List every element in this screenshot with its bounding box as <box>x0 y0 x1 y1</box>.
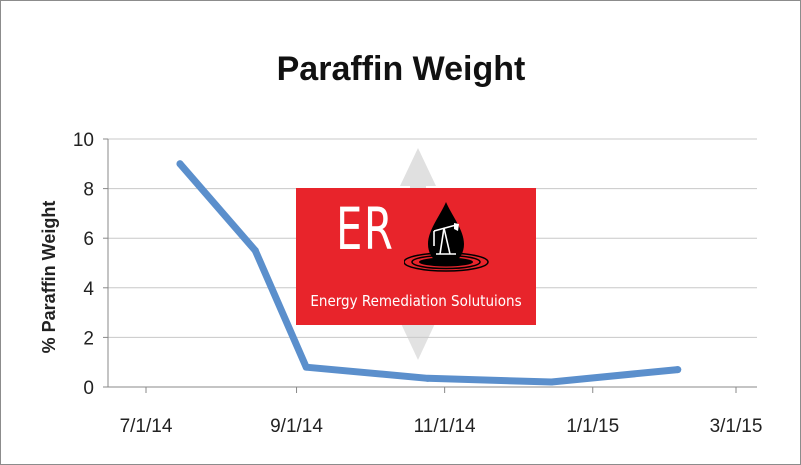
y-axis-label: % Paraffin Weight <box>39 201 59 354</box>
tick-labels: 0 2 4 6 8 10 7/1/14 9/1/14 11/1/14 1/1/15 3/1/15 <box>73 130 763 437</box>
y-tick-label: 10 <box>73 130 94 151</box>
data-point <box>302 363 310 371</box>
data-point <box>176 160 184 168</box>
logo-letters: ER <box>336 195 395 263</box>
axes <box>103 138 757 393</box>
y-tick-label: 2 <box>83 328 94 349</box>
y-tick-label: 4 <box>83 279 94 300</box>
company-logo: ER Energy Remediation Solutuions <box>296 188 536 325</box>
x-tick-label: 9/1/14 <box>270 416 323 437</box>
y-tick-label: 6 <box>83 229 94 250</box>
series-layer <box>176 160 682 386</box>
data-point <box>424 374 432 382</box>
chart-title: Paraffin Weight <box>277 50 526 88</box>
y-tick-label: 8 <box>83 180 94 201</box>
logo-company-name: Energy Remediation Solutuions <box>310 292 522 310</box>
x-tick-label: 3/1/15 <box>710 416 763 437</box>
series-line <box>176 160 682 386</box>
oil-pumpjack-drop-icon <box>404 202 489 272</box>
data-point <box>547 378 555 386</box>
x-tick-label: 7/1/14 <box>120 416 173 437</box>
data-point <box>251 247 259 255</box>
x-tick-label: 1/1/15 <box>566 416 619 437</box>
y-tick-label: 0 <box>83 378 94 399</box>
x-tick-label: 11/1/14 <box>414 416 476 437</box>
data-point <box>674 366 682 374</box>
